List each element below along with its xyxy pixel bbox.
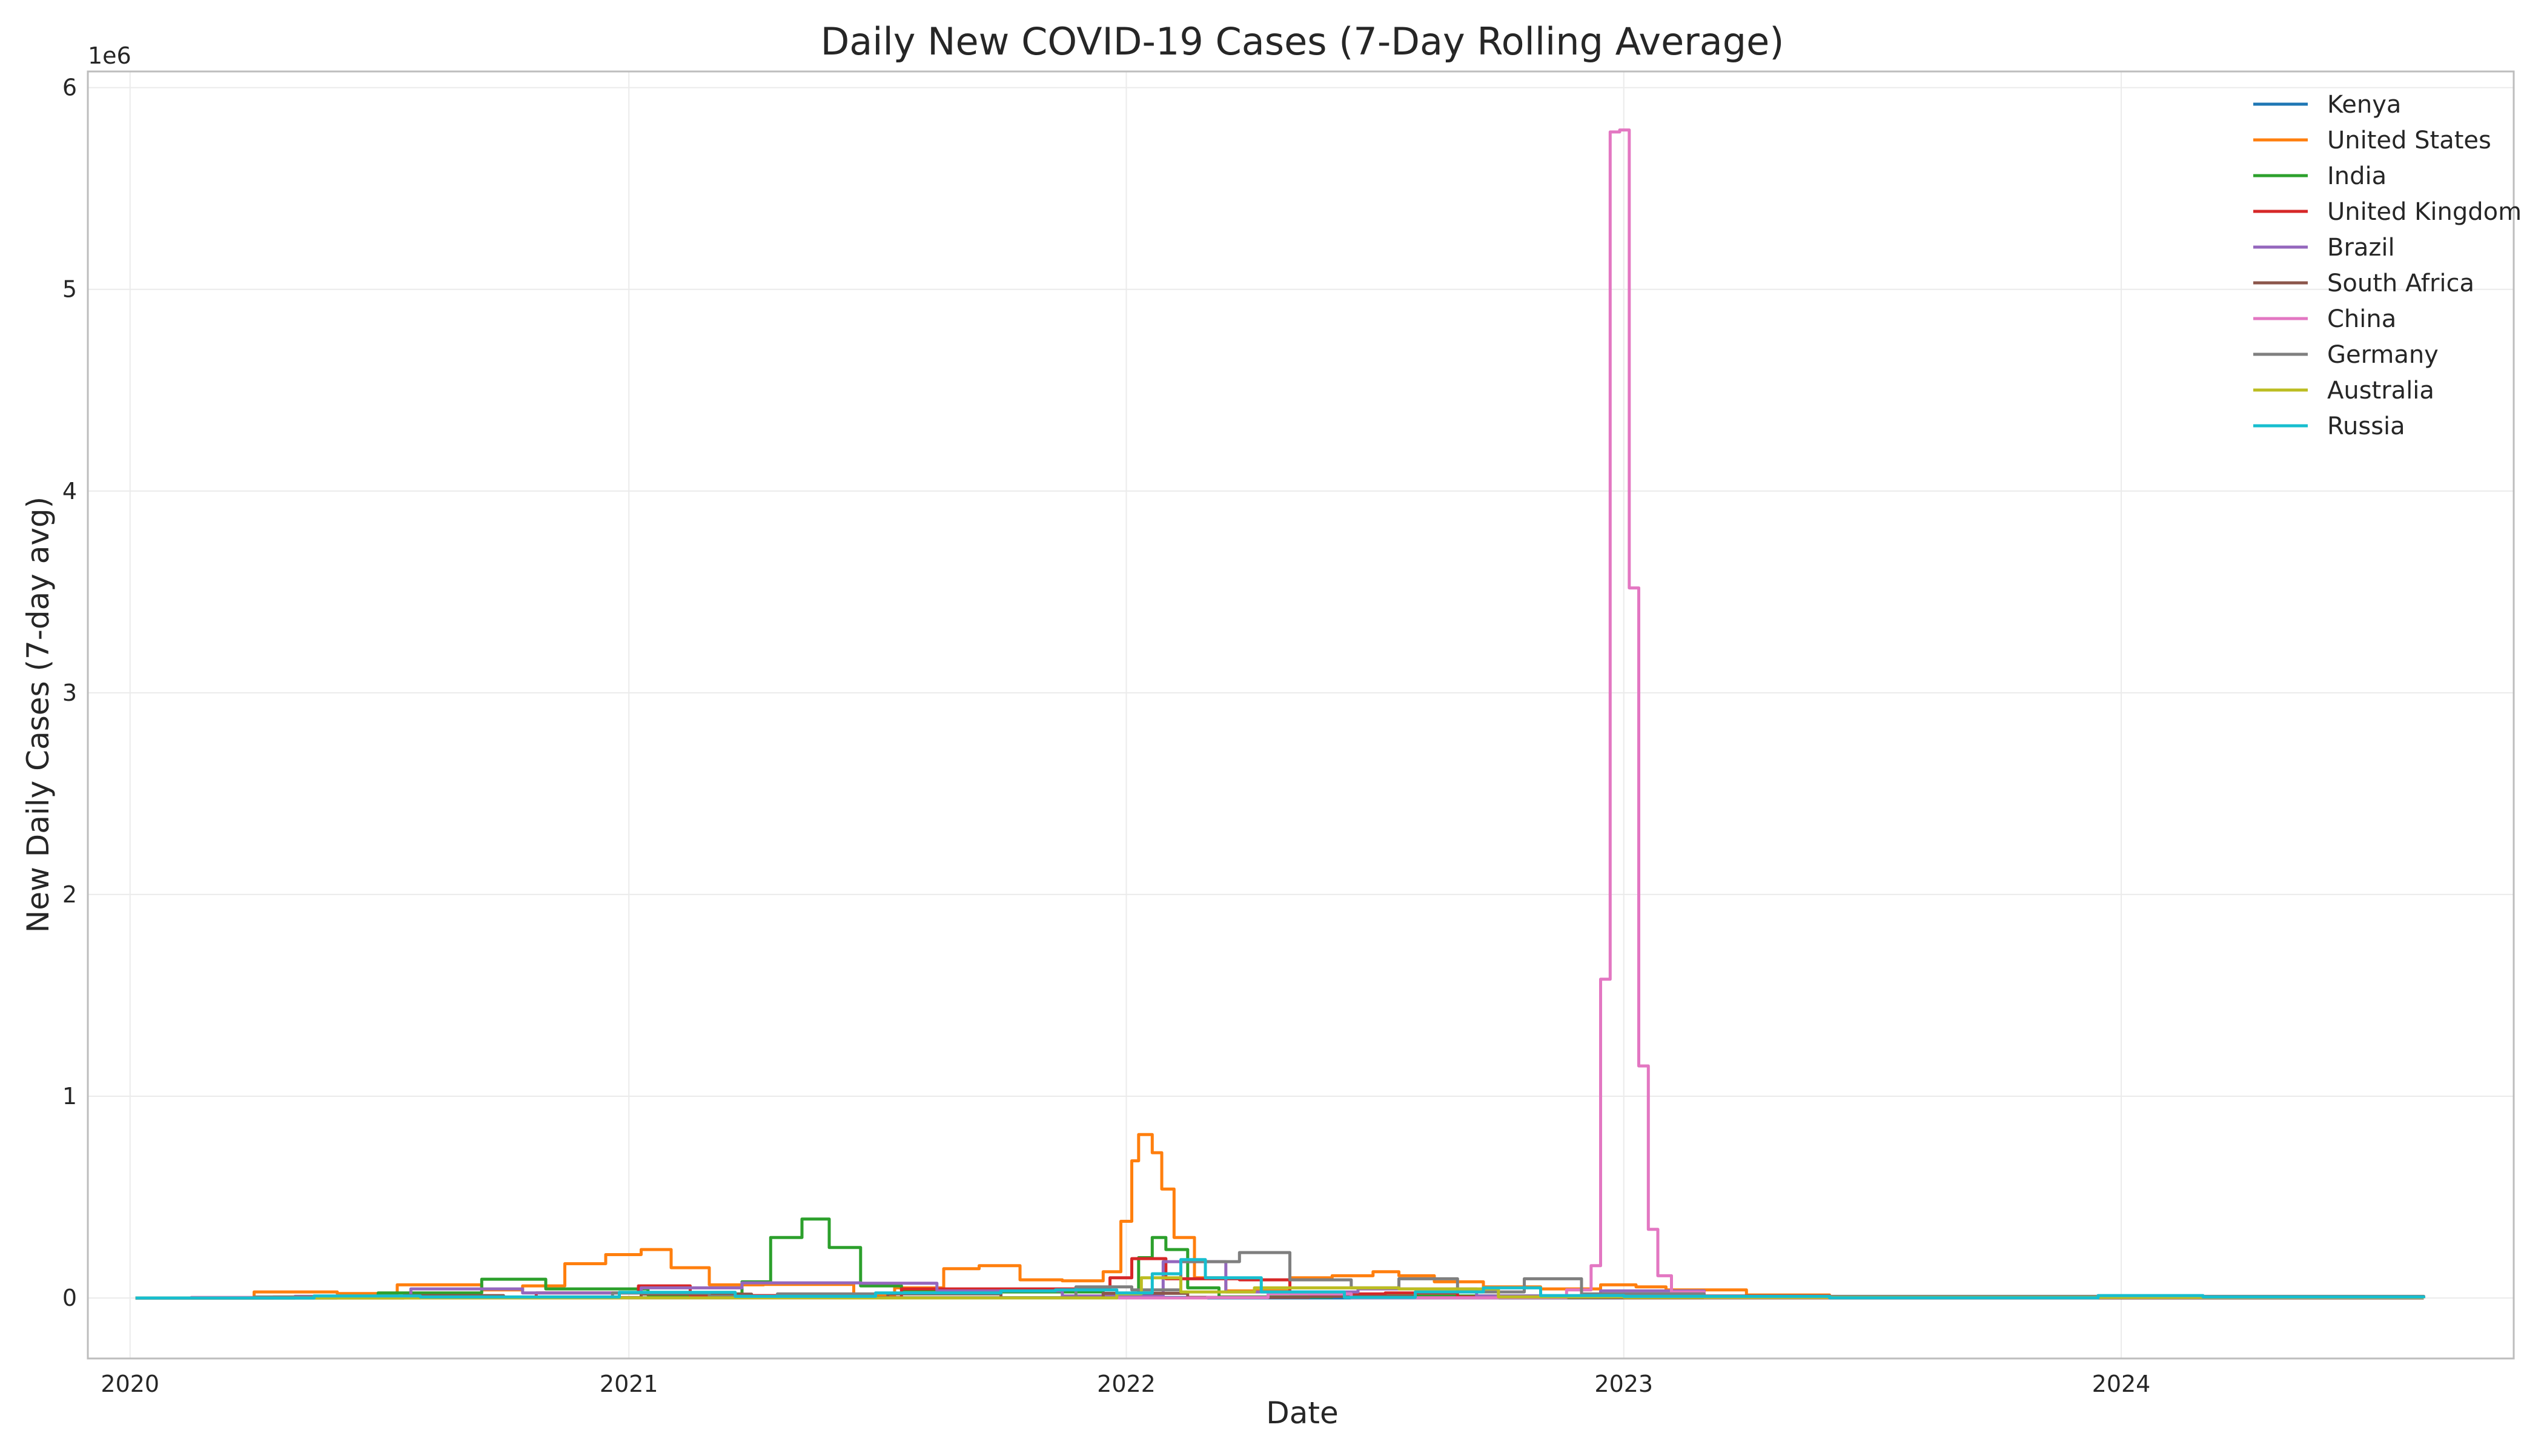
x-axis-label: Date [1266,1395,1339,1431]
legend-label: United States [2327,127,2491,154]
plot-frame [87,70,2515,1360]
legend-label: China [2327,305,2396,333]
legend-label: Russia [2327,412,2405,440]
legend-label: Germany [2327,341,2439,369]
legend-label: Brazil [2327,234,2395,262]
y-tick-label: 2 [62,881,77,908]
y-axis-label: New Daily Cases (7-day avg) [21,497,56,933]
legend-label: Australia [2327,377,2434,405]
legend-label: United Kingdom [2327,198,2522,226]
x-tick-label: 2022 [1097,1371,1156,1397]
grid [88,71,2514,1358]
series-lines [135,128,2425,1300]
x-tick-label: 2021 [600,1371,658,1397]
legend: Kenya United States India United Kingdom Bra… [2253,91,2522,440]
y-tick-label: 6 [62,74,77,101]
tick-labels: 2020 2021 2022 2023 2024 0 1 2 3 4 5 6 [62,74,2151,1397]
legend-label: India [2327,162,2387,190]
legend-label: South Africa [2327,270,2474,297]
plot-area [88,71,2514,1358]
y-tick-label: 4 [62,478,77,505]
series-line-india [135,1217,2425,1300]
y-tick-label: 0 [62,1285,77,1311]
y-tick-label: 1 [62,1083,77,1110]
chart-title: Daily New COVID-19 Cases (7-Day Rolling … [821,19,1784,64]
x-tick-label: 2024 [2092,1371,2151,1397]
x-tick-label: 2023 [1594,1371,1653,1397]
legend-label: Kenya [2327,91,2401,119]
y-tick-label: 5 [62,276,77,303]
series-line-russia [135,1258,2425,1300]
series-line-china [135,128,2425,1300]
x-tick-label: 2020 [101,1371,159,1397]
y-tick-label: 3 [62,680,77,706]
y-offset-label: 1e6 [88,42,131,69]
